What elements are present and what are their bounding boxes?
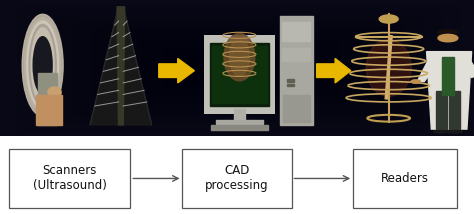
FancyArrow shape xyxy=(159,58,194,83)
Ellipse shape xyxy=(229,38,249,76)
Ellipse shape xyxy=(366,39,411,97)
FancyBboxPatch shape xyxy=(182,149,292,208)
Polygon shape xyxy=(427,52,472,129)
Ellipse shape xyxy=(411,80,420,83)
Bar xyxy=(283,95,310,122)
Text: Readers: Readers xyxy=(381,172,429,185)
Bar xyxy=(287,84,294,86)
Bar xyxy=(280,16,313,125)
Bar xyxy=(210,43,269,106)
Text: CAD
processing: CAD processing xyxy=(205,165,269,192)
Ellipse shape xyxy=(31,28,54,103)
Polygon shape xyxy=(117,7,125,125)
Ellipse shape xyxy=(29,24,56,106)
Polygon shape xyxy=(123,7,152,125)
Ellipse shape xyxy=(48,87,61,98)
Ellipse shape xyxy=(434,131,448,133)
Bar xyxy=(212,46,267,103)
Polygon shape xyxy=(457,54,474,77)
Polygon shape xyxy=(123,7,152,125)
Ellipse shape xyxy=(22,14,63,116)
FancyBboxPatch shape xyxy=(9,149,130,208)
Bar xyxy=(234,109,245,122)
FancyBboxPatch shape xyxy=(353,149,457,208)
Ellipse shape xyxy=(448,131,462,133)
Ellipse shape xyxy=(379,15,398,23)
Bar xyxy=(287,79,294,82)
Bar xyxy=(211,125,268,131)
Bar xyxy=(442,57,454,95)
Ellipse shape xyxy=(438,34,458,42)
Bar xyxy=(282,22,310,41)
Bar xyxy=(282,48,310,61)
Polygon shape xyxy=(90,7,118,125)
Bar xyxy=(38,73,57,125)
Ellipse shape xyxy=(27,21,59,109)
Bar xyxy=(204,35,275,114)
Ellipse shape xyxy=(33,37,52,94)
Ellipse shape xyxy=(25,18,61,113)
Polygon shape xyxy=(417,54,439,82)
Bar xyxy=(36,95,62,125)
FancyArrow shape xyxy=(317,58,351,83)
Polygon shape xyxy=(90,7,118,125)
Bar xyxy=(436,91,447,129)
Ellipse shape xyxy=(224,33,255,81)
Text: Scanners
(Ultrasound): Scanners (Ultrasound) xyxy=(33,165,107,192)
Bar xyxy=(216,120,263,124)
Bar xyxy=(449,91,460,129)
